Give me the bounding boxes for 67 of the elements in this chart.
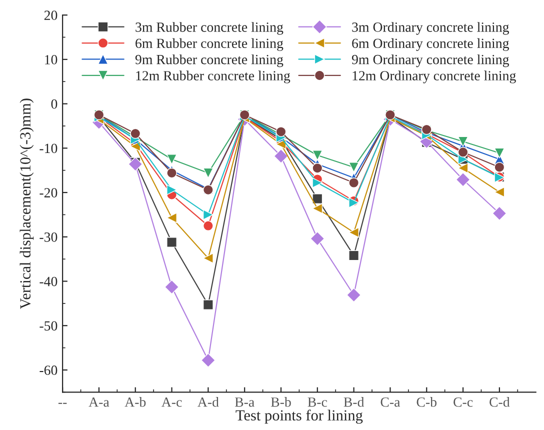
point [130, 128, 141, 139]
point [166, 168, 177, 178]
point [494, 148, 505, 158]
y-axis-title: Vertical displacement(10^(-3)mm) [20, 98, 34, 310]
point [202, 209, 214, 220]
y-tick-label: -40 [40, 276, 58, 286]
x-tick-label: B-a [234, 398, 254, 407]
point [348, 227, 360, 238]
x-tick-label: C-d [490, 397, 510, 407]
point [346, 288, 362, 302]
legend-label: 6m Ordinary concrete lining [352, 38, 509, 51]
x-tick-label: C-b [416, 397, 437, 407]
point [348, 250, 360, 261]
x-tick-label: A-b [124, 397, 146, 407]
y-tick-label: 20 [44, 10, 58, 20]
y-tick-label: -50 [40, 321, 58, 331]
point [202, 220, 214, 231]
x-tick-label: B-d [344, 397, 364, 407]
point [202, 252, 214, 264]
point [274, 148, 288, 164]
point [164, 280, 179, 294]
point [312, 150, 323, 160]
point [166, 154, 177, 164]
point [312, 203, 323, 214]
legend-label: 12m Ordinary concrete lining [352, 70, 516, 84]
point [202, 168, 214, 178]
x-axis-title: Test points for lining [236, 410, 363, 424]
point [348, 162, 360, 172]
legend-label: 6m Rubber concrete lining [136, 38, 284, 51]
legend-label: 12m Rubber concrete lining [136, 70, 290, 84]
point [166, 236, 177, 248]
x-tick-label: A-d [198, 397, 219, 407]
point [312, 178, 323, 188]
point [494, 186, 505, 198]
point [202, 300, 214, 310]
point [458, 162, 468, 174]
x-tick-label: C-c [454, 397, 473, 407]
point [348, 178, 360, 188]
y-tick-label: -60 [40, 366, 58, 375]
point [312, 194, 323, 204]
point [312, 162, 323, 174]
point [492, 206, 507, 221]
y-tick-label: -20 [40, 188, 58, 198]
y-tick-label: -10 [40, 144, 58, 154]
point [166, 212, 177, 224]
point [458, 136, 468, 147]
point [276, 138, 286, 150]
x-tick-label: B-c [308, 398, 328, 407]
y-tick-label: 0 [51, 99, 58, 109]
point [494, 162, 505, 172]
point [456, 172, 470, 187]
point [166, 184, 177, 196]
x-tick-label: A-c [162, 397, 182, 407]
point [276, 126, 286, 137]
y-tick-label: -30 [40, 232, 58, 242]
legend-label: 9m Rubber concrete lining [135, 54, 284, 68]
point [310, 231, 325, 246]
legend-label: 9m Ordinary concrete lining [352, 54, 509, 68]
x-tick-label: C-a [380, 397, 400, 407]
point [128, 156, 143, 172]
x-tick-label: A-a [88, 397, 110, 407]
point [200, 352, 216, 368]
legend-label: 3m Ordinary concrete lining [352, 22, 509, 35]
x-tick-label: -- [58, 402, 67, 404]
legend-label: 3m Rubber concrete lining [136, 22, 284, 35]
y-tick-label: 10 [45, 55, 58, 64]
x-tick-label: B-b [270, 397, 291, 407]
